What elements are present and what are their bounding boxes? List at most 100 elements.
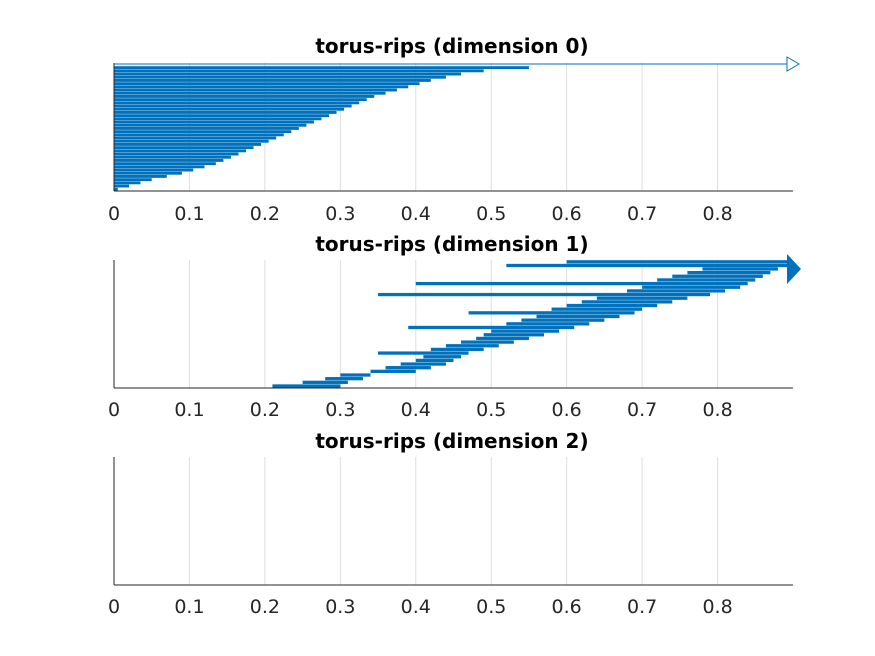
barcode-interval <box>476 336 529 341</box>
x-tick-label: 0.5 <box>476 399 506 421</box>
barcode-interval <box>581 300 673 304</box>
barcode-interval <box>114 98 367 102</box>
barcode-interval <box>400 362 446 366</box>
barcode-interval <box>114 159 224 162</box>
x-tick-label: 0.5 <box>476 596 506 618</box>
barcode-interval <box>114 175 167 178</box>
barcode-panel-dim2: torus-rips (dimension 2) 0 0.1 0.2 0.3 0.4 0.… <box>108 429 793 618</box>
barcode-interval <box>378 292 711 297</box>
barcode-interval <box>114 72 462 76</box>
x-tick-label: 0.3 <box>325 399 355 421</box>
barcode-interval <box>114 146 254 150</box>
x-tick-label: 0.1 <box>174 203 204 225</box>
barcode-interval <box>461 340 514 344</box>
x-tick-label: 0.4 <box>401 399 431 421</box>
barcode-interval <box>114 75 446 79</box>
barcode-interval <box>506 322 590 326</box>
bars <box>114 56 800 191</box>
x-tick-labels: 0 0.1 0.2 0.3 0.4 0.5 0.6 0.7 0.8 <box>108 203 733 225</box>
barcode-interval <box>566 303 658 308</box>
gridlines <box>188 260 719 388</box>
x-tick-label: 0.3 <box>325 596 355 618</box>
x-tick-label: 0.1 <box>174 399 204 421</box>
barcode-interval <box>114 152 239 156</box>
barcode-interval <box>114 149 247 153</box>
barcode-interval <box>378 351 469 355</box>
barcode-interval <box>702 267 778 271</box>
barcode-interval <box>114 95 375 98</box>
barcode-interval <box>687 270 771 275</box>
x-tick-label: 0.8 <box>702 399 732 421</box>
barcode-interval <box>114 130 292 134</box>
x-tick-labels: 0 0.1 0.2 0.3 0.4 0.5 0.6 0.7 0.8 <box>108 399 733 421</box>
barcode-interval <box>114 114 330 118</box>
x-tick-label: 0.4 <box>401 596 431 618</box>
barcode-interval <box>114 79 431 82</box>
barcode-interval <box>385 366 431 370</box>
x-tick-label: 0 <box>108 399 120 421</box>
barcode-interval <box>114 120 314 124</box>
barcode-panel-dim1: torus-rips (dimension 1) 0 0.1 0.2 0.3 0.4 0.… <box>108 232 801 421</box>
barcode-interval <box>114 165 205 169</box>
barcode-interval <box>114 162 216 166</box>
x-tick-label: 0.6 <box>552 399 582 421</box>
x-tick-label: 0.2 <box>250 399 280 421</box>
barcode-interval <box>114 178 152 182</box>
x-tick-label: 0.7 <box>627 203 657 225</box>
barcode-interval <box>657 278 756 282</box>
barcode-interval <box>672 274 763 278</box>
barcode-interval <box>114 107 345 111</box>
x-tick-labels: 0 0.1 0.2 0.3 0.4 0.5 0.6 0.7 0.8 <box>108 596 733 618</box>
barcode-interval <box>114 168 194 172</box>
barcode-interval <box>114 127 299 130</box>
infinite-arrow-icon <box>787 254 801 284</box>
barcode-interval <box>302 380 348 384</box>
barcode-interval <box>415 281 748 286</box>
barcode-interval <box>627 289 726 293</box>
barcode-panel-dim0: torus-rips (dimension 0) 0 0.1 0.2 0.3 0.4 0.… <box>108 34 800 225</box>
barcode-interval <box>430 347 484 352</box>
barcode-interval <box>340 373 371 377</box>
barcode-interval <box>114 123 307 127</box>
barcode-interval <box>114 66 529 70</box>
chart-title: torus-rips (dimension 2) <box>315 429 588 453</box>
barcode-interval <box>596 296 688 300</box>
barcode-interval <box>423 355 462 359</box>
barcode-interval <box>114 187 118 191</box>
x-tick-label: 0.4 <box>401 203 431 225</box>
barcode-interval <box>114 117 322 121</box>
barcode-interval <box>491 329 560 333</box>
chart-title: torus-rips (dimension 0) <box>315 34 588 58</box>
x-tick-label: 0.6 <box>552 596 582 618</box>
barcode-interval <box>114 155 231 159</box>
barcode-interval <box>521 318 605 322</box>
barcode-interval <box>114 82 420 86</box>
x-tick-label: 0.3 <box>325 203 355 225</box>
x-tick-label: 0.2 <box>250 596 280 618</box>
barcode-interval <box>114 88 397 92</box>
barcode-interval <box>114 136 277 140</box>
barcode-interval <box>114 104 352 108</box>
x-tick-label: 0 <box>108 203 120 225</box>
barcode-interval <box>114 181 141 185</box>
x-tick-label: 0 <box>108 596 120 618</box>
x-tick-label: 0.1 <box>174 596 204 618</box>
barcode-interval <box>114 85 409 89</box>
chart-title: torus-rips (dimension 1) <box>315 232 588 256</box>
barcode-interval <box>370 369 416 374</box>
barcode-interval <box>114 91 386 95</box>
barcode-interval <box>642 285 741 289</box>
infinite-interval <box>506 263 791 268</box>
barcode-interval <box>114 69 484 73</box>
x-tick-label: 0.7 <box>627 596 657 618</box>
barcode-interval <box>468 311 635 315</box>
barcode-interval <box>483 333 545 337</box>
barcode-interval <box>408 325 575 330</box>
barcode-interval <box>445 344 499 348</box>
infinite-interval <box>566 260 791 264</box>
barcode-interval <box>114 139 269 143</box>
barcode-interval <box>114 133 284 137</box>
x-tick-label: 0.6 <box>552 203 582 225</box>
barcode-interval <box>114 111 337 114</box>
